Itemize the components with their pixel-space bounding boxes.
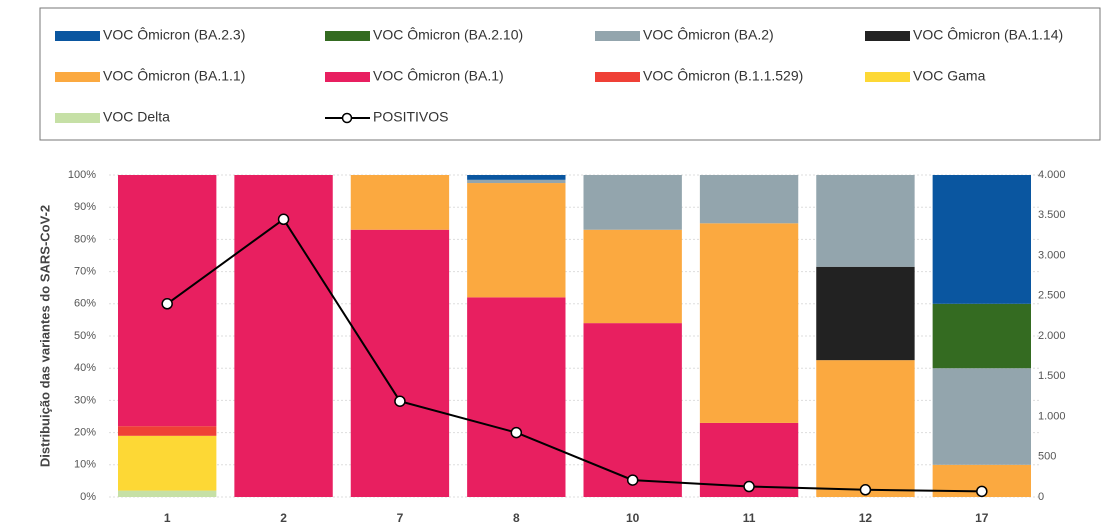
bar-segment (699, 175, 799, 224)
y-tick-label: 90% (74, 201, 96, 213)
legend-label: VOC Ômicron (BA.1) (373, 68, 504, 84)
bar-segment (467, 183, 566, 298)
y-axis-label: Distribuição das variantes do SARS-CoV-2 (37, 205, 52, 467)
y-tick-label: 10% (74, 459, 96, 471)
legend-swatch (55, 113, 100, 123)
bar-segment (350, 229, 450, 498)
line-marker (976, 485, 988, 498)
y-tick-label: 40% (74, 362, 96, 374)
y2-tick-label: 500 (1038, 451, 1056, 463)
legend-label: VOC Ômicron (B.1.1.529) (643, 68, 803, 84)
bar-segment (583, 175, 682, 230)
bar-segment (467, 175, 566, 180)
y2-tick-label: 1.000 (1038, 410, 1066, 422)
bar-segment (699, 223, 799, 423)
bar-segment (118, 426, 217, 436)
legend-label: VOC Gama (913, 68, 986, 84)
y-tick-label: 100% (68, 169, 96, 181)
line-marker (161, 298, 173, 310)
x-tick-label: 8 (513, 511, 520, 525)
bar-segment (816, 266, 915, 361)
x-tick-label: 17 (975, 511, 989, 525)
bar-segment (932, 303, 1031, 369)
bar-segment (467, 297, 566, 497)
y-tick-label: 80% (74, 233, 96, 245)
legend-label: VOC Ômicron (BA.2) (643, 27, 774, 43)
x-tick-label: 11 (743, 511, 756, 525)
legend-label: POSITIVOS (373, 109, 448, 125)
legend-label: VOC Ômicron (BA.1.1) (103, 68, 245, 84)
y-tick-label: 60% (74, 298, 96, 310)
y2-tick-label: 3.000 (1038, 249, 1066, 261)
x-tick-label: 7 (397, 511, 404, 525)
line-marker (394, 395, 406, 407)
legend-swatch (865, 72, 910, 82)
bar-segment (118, 490, 217, 497)
line-marker (626, 474, 639, 486)
y-tick-label: 30% (74, 394, 96, 406)
legend-label: VOC Ômicron (BA.2.3) (103, 27, 245, 43)
bar-segment (583, 323, 682, 497)
bar-segment (234, 175, 333, 497)
bar-segment (932, 368, 1031, 465)
line-marker (743, 480, 755, 493)
line-marker (859, 484, 872, 496)
legend-box (39, 7, 1101, 141)
legend-swatch (595, 31, 640, 41)
legend-swatch (55, 72, 100, 82)
bar-segment (118, 435, 217, 491)
y-tick-label: 50% (74, 330, 96, 342)
line-marker (510, 426, 523, 439)
line (166, 217, 982, 493)
legend-marker (341, 112, 353, 124)
y2-tick-label: 2.000 (1038, 330, 1066, 342)
x-tick-label: 1 (164, 511, 171, 525)
line-marker (277, 213, 290, 226)
bar-segment (467, 179, 566, 184)
bar-segment (816, 360, 915, 497)
bar-segment (816, 175, 915, 267)
bar-segment (350, 175, 450, 230)
legend-label: VOC Ômicron (BA.1.14) (913, 27, 1063, 43)
legend-swatch (595, 72, 640, 82)
y2-tick-label: 3.500 (1038, 209, 1066, 221)
y-tick-label: 20% (74, 427, 96, 439)
legend-swatch (325, 31, 370, 41)
y-tick-label: 70% (74, 266, 96, 278)
bar-segment (583, 229, 682, 324)
y2-tick-label: 1.500 (1038, 370, 1066, 382)
bar-segment (932, 175, 1031, 304)
x-tick-label: 12 (859, 511, 873, 525)
y-tick-label: 0% (80, 491, 96, 503)
legend-swatch (325, 72, 370, 82)
x-tick-label: 10 (626, 511, 640, 525)
legend-label: VOC Ômicron (BA.2.10) (373, 27, 523, 43)
legend-swatch (865, 31, 910, 41)
legend-swatch (55, 31, 100, 41)
y2-tick-label: 2.500 (1038, 290, 1066, 302)
y2-tick-label: 4.000 (1038, 169, 1066, 181)
legend-label: VOC Delta (103, 109, 170, 125)
y2-tick-label: 0 (1038, 491, 1044, 503)
x-tick-label: 2 (280, 511, 287, 525)
